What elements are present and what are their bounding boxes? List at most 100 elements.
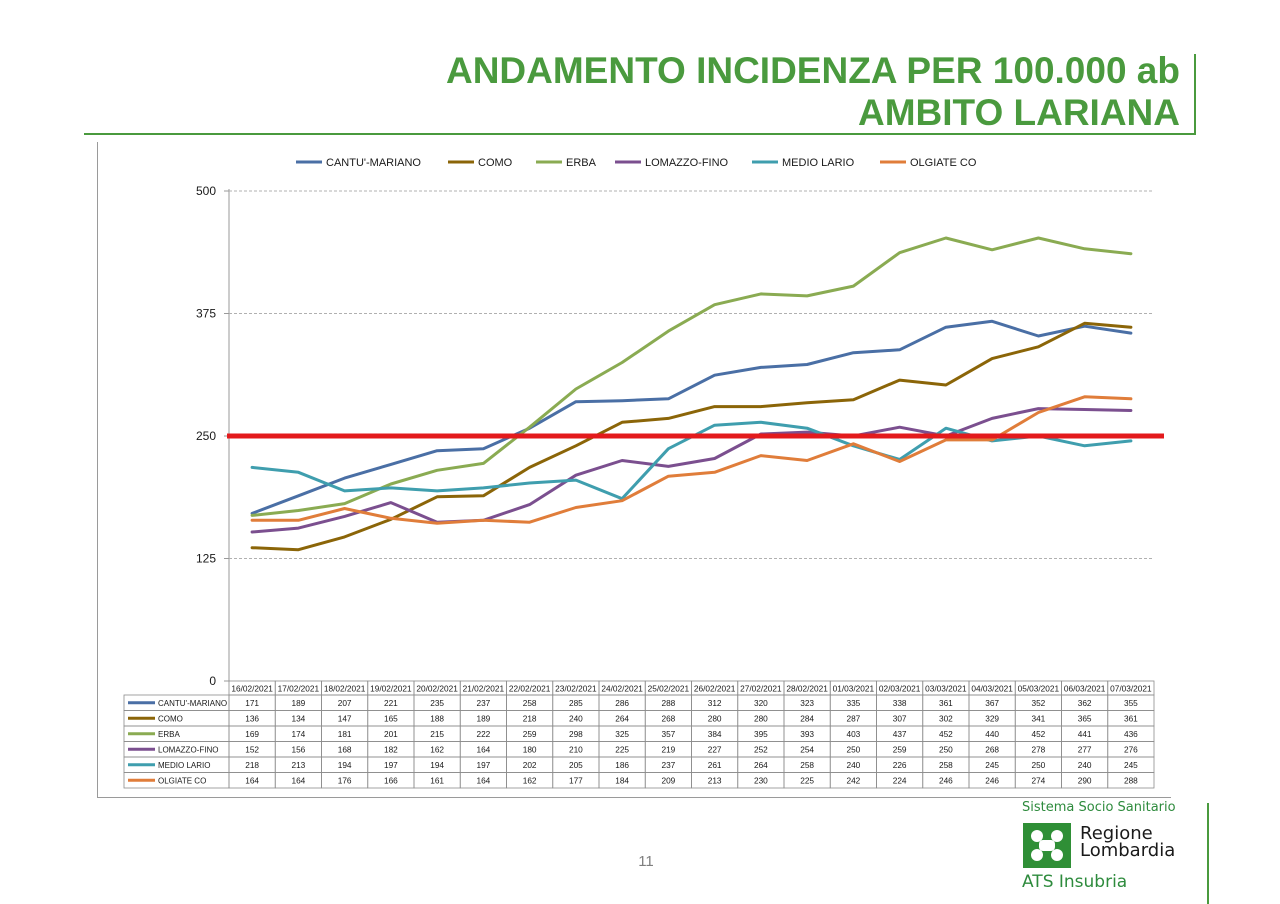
data-label: 287 <box>846 713 860 723</box>
data-label: 307 <box>893 713 907 723</box>
data-label: 230 <box>754 775 768 785</box>
title-accent-bar <box>1194 54 1196 134</box>
system-label: Sistema Socio Sanitario <box>1022 800 1176 815</box>
x-tick-label: 26/02/2021 <box>694 684 736 694</box>
data-label: 329 <box>985 713 999 723</box>
data-label: 201 <box>384 729 398 739</box>
data-label: 441 <box>1078 729 1092 739</box>
slide-title: ANDAMENTO INCIDENZA PER 100.000 ab AMBIT… <box>446 50 1180 134</box>
data-label: 284 <box>800 713 814 723</box>
x-tick-label: 17/02/2021 <box>278 684 320 694</box>
data-label: 285 <box>569 698 583 708</box>
data-label: 277 <box>1078 744 1092 754</box>
data-label: 218 <box>245 760 259 770</box>
table-row-label: LOMAZZO-FINO <box>158 745 218 754</box>
data-label: 194 <box>338 760 352 770</box>
data-label: 202 <box>523 760 537 770</box>
data-label: 182 <box>384 744 398 754</box>
data-label: 274 <box>1031 775 1045 785</box>
data-label: 264 <box>615 713 629 723</box>
slide-title-line1: ANDAMENTO INCIDENZA PER 100.000 ab <box>445 50 1180 91</box>
chart-frame <box>97 142 1171 798</box>
data-label: 259 <box>893 744 907 754</box>
data-label: 250 <box>846 744 860 754</box>
y-tick-label: 125 <box>196 552 216 566</box>
data-label: 181 <box>338 729 352 739</box>
x-tick-label: 16/02/2021 <box>231 684 273 694</box>
data-label: 176 <box>338 775 352 785</box>
x-tick-label: 25/02/2021 <box>648 684 690 694</box>
data-label: 189 <box>291 698 305 708</box>
legend-label: COMO <box>478 157 513 169</box>
series-line-3 <box>250 407 1133 534</box>
x-tick-label: 24/02/2021 <box>601 684 643 694</box>
data-label: 298 <box>569 729 583 739</box>
data-label: 218 <box>523 713 537 723</box>
data-label: 325 <box>615 729 629 739</box>
legend-label: MEDIO LARIO <box>782 157 855 169</box>
data-label: 338 <box>893 698 907 708</box>
legend-label: CANTU'-MARIANO <box>326 157 421 169</box>
legend-label: OLGIATE CO <box>910 157 977 169</box>
data-label: 361 <box>939 698 953 708</box>
data-label: 147 <box>338 713 352 723</box>
x-tick-label: 23/02/2021 <box>555 684 597 694</box>
data-label: 242 <box>846 775 860 785</box>
data-label: 226 <box>893 760 907 770</box>
series-line-0 <box>250 319 1133 515</box>
data-label: 215 <box>430 729 444 739</box>
data-label: 352 <box>1031 698 1045 708</box>
data-label: 252 <box>754 744 768 754</box>
data-label: 188 <box>430 713 444 723</box>
x-tick-label: 06/03/2021 <box>1064 684 1106 694</box>
data-label: 245 <box>1124 760 1138 770</box>
data-label: 164 <box>476 775 490 785</box>
data-label: 209 <box>661 775 675 785</box>
table-row-label: ERBA <box>158 730 180 739</box>
data-label: 395 <box>754 729 768 739</box>
region-name: Regione Lombardia <box>1080 825 1175 860</box>
data-label: 362 <box>1078 698 1092 708</box>
data-label: 207 <box>338 698 352 708</box>
x-tick-label: 03/03/2021 <box>925 684 967 694</box>
data-label: 440 <box>985 729 999 739</box>
data-label: 174 <box>291 729 305 739</box>
data-label: 452 <box>1031 729 1045 739</box>
data-label: 250 <box>1031 760 1045 770</box>
data-label: 240 <box>846 760 860 770</box>
data-label: 194 <box>430 760 444 770</box>
data-label: 156 <box>291 744 305 754</box>
y-tick-label: 0 <box>209 674 216 688</box>
data-label: 224 <box>893 775 907 785</box>
data-label: 258 <box>523 698 537 708</box>
data-label: 246 <box>939 775 953 785</box>
data-label: 268 <box>985 744 999 754</box>
data-label: 197 <box>384 760 398 770</box>
data-label: 276 <box>1124 744 1138 754</box>
data-label: 237 <box>661 760 675 770</box>
data-label: 136 <box>245 713 259 723</box>
y-tick-label: 375 <box>196 307 216 321</box>
data-label: 312 <box>708 698 722 708</box>
data-label: 403 <box>846 729 860 739</box>
data-label: 367 <box>985 698 999 708</box>
data-label: 197 <box>476 760 490 770</box>
data-label: 177 <box>569 775 583 785</box>
data-label: 205 <box>569 760 583 770</box>
logo-accent-bar <box>1207 803 1209 904</box>
data-label: 278 <box>1031 744 1045 754</box>
x-tick-label: 19/02/2021 <box>370 684 412 694</box>
data-label: 164 <box>291 775 305 785</box>
data-label: 365 <box>1078 713 1092 723</box>
data-label: 162 <box>523 775 537 785</box>
data-label: 355 <box>1124 698 1138 708</box>
table-row-label: OLGIATE CO <box>158 776 206 785</box>
table-row-label: CANTU'-MARIANO <box>158 699 227 708</box>
x-tick-label: 05/03/2021 <box>1018 684 1060 694</box>
data-label: 452 <box>939 729 953 739</box>
data-label: 162 <box>430 744 444 754</box>
x-tick-label: 22/02/2021 <box>509 684 551 694</box>
data-label: 184 <box>615 775 629 785</box>
data-label: 259 <box>523 729 537 739</box>
y-tick-label: 250 <box>196 429 216 443</box>
